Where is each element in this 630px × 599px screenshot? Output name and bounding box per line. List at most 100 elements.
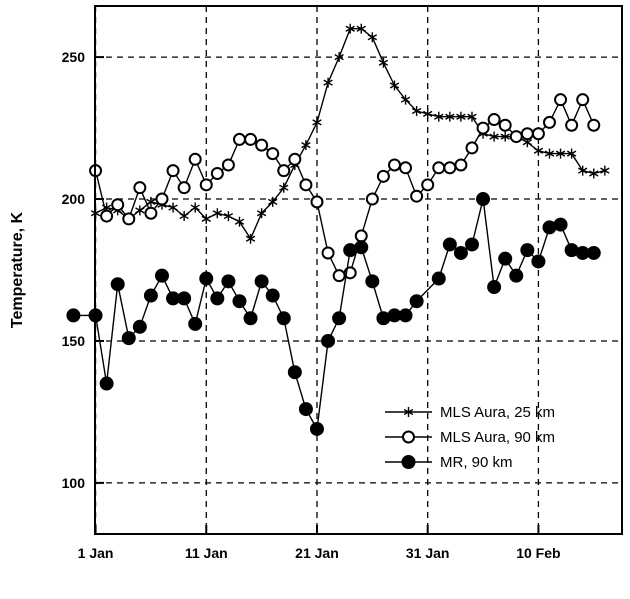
data-point-series-2: [454, 158, 468, 172]
legend-marker: [402, 430, 415, 444]
data-point-series-1: [500, 131, 510, 142]
series-line-3: [73, 198, 594, 432]
data-point-series-2: [465, 141, 479, 155]
data-point-series-2: [387, 158, 401, 172]
x-tick-label: 10 Feb: [516, 545, 560, 561]
data-point-series-2: [399, 161, 413, 175]
data-point-series-1: [168, 202, 178, 213]
data-point-series-1: [234, 216, 245, 227]
x-tick-label: 31 Jan: [406, 545, 450, 561]
data-point-series-3: [154, 268, 169, 283]
plot-frame: [94, 5, 623, 535]
data-point-series-2: [199, 178, 213, 192]
data-point-series-2: [432, 161, 446, 175]
data-point-series-2: [144, 206, 158, 220]
data-point-series-2: [542, 115, 556, 129]
data-point-series-3: [442, 237, 457, 252]
data-point-series-1: [345, 23, 355, 34]
data-point-series-1: [334, 52, 344, 63]
data-point-series-3: [498, 251, 513, 266]
data-point-series-3: [520, 243, 535, 258]
data-point-series-1: [146, 196, 156, 207]
data-point-series-2: [487, 113, 501, 127]
data-point-series-2: [576, 93, 590, 107]
data-point-series-2: [421, 178, 435, 192]
legend-marker: [401, 455, 416, 469]
data-point-series-3: [199, 271, 214, 286]
data-point-series-1: [422, 108, 433, 119]
data-point-series-3: [509, 268, 524, 283]
data-point-series-1: [367, 32, 378, 43]
tick-labels: 1 Jan 11 Jan 21 Jan 31 Jan 10 Feb 100 150 200 25…: [62, 49, 561, 561]
data-point-series-2: [565, 118, 579, 132]
data-point-series-1: [245, 233, 256, 244]
data-point-series-1: [135, 205, 145, 216]
data-point-series-1: [555, 148, 566, 159]
data-point-series-1: [489, 131, 499, 142]
data-point-series-1: [434, 111, 444, 122]
data-point-series-3: [221, 274, 236, 289]
legend-label: MR, 90 km: [440, 454, 513, 471]
data-point-series-1: [301, 140, 311, 151]
x-tick-label: 21 Jan: [295, 545, 339, 561]
data-point-series-2: [531, 127, 545, 141]
data-point-series-3: [332, 311, 347, 326]
y-tick-label: 200: [62, 191, 86, 207]
data-point-series-3: [265, 288, 280, 303]
data-point-series-3: [177, 291, 192, 306]
data-point-series-1: [389, 80, 400, 91]
data-point-series-2: [177, 181, 191, 195]
data-point-series-3: [321, 333, 336, 348]
data-point-series-3: [66, 308, 81, 323]
data-point-series-2: [509, 130, 523, 144]
y-tick-label: 250: [62, 49, 86, 65]
data-point-series-1: [256, 208, 267, 219]
data-point-series-1: [201, 213, 211, 224]
data-point-series-3: [464, 237, 479, 252]
data-point-series-2: [210, 166, 224, 180]
y-tick-label: 150: [62, 333, 86, 349]
data-point-series-2: [443, 161, 457, 175]
data-point-series-2: [299, 178, 313, 192]
data-point-series-3: [243, 311, 258, 326]
data-point-series-3: [398, 308, 413, 323]
data-point-series-2: [365, 192, 379, 206]
data-point-series-3: [531, 254, 546, 269]
data-point-series-1: [190, 202, 200, 213]
data-point-series-3: [586, 245, 601, 260]
data-point-series-1: [312, 117, 322, 128]
data-point-series-2: [332, 269, 346, 283]
data-point-series-2: [554, 93, 568, 107]
data-point-series-2: [266, 147, 280, 161]
data-point-series-3: [143, 288, 158, 303]
data-point-series-2: [354, 229, 368, 243]
data-point-series-2: [520, 127, 534, 141]
data-point-series-3: [132, 319, 147, 334]
data-point-series-1: [411, 106, 422, 117]
data-point-series-3: [453, 245, 468, 260]
y-tick-label: 100: [62, 475, 86, 491]
data-point-series-2: [376, 169, 390, 183]
data-point-series-2: [498, 118, 512, 132]
legend-label: MLS Aura, 25 km: [440, 404, 555, 421]
data-point-series-2: [255, 138, 269, 152]
data-point-series-1: [323, 77, 333, 88]
data-point-series-1: [456, 111, 466, 122]
x-tick-label: 11 Jan: [185, 545, 228, 561]
data-point-series-2: [288, 152, 302, 166]
data-point-series-1: [279, 182, 289, 193]
data-point-series-2: [321, 246, 335, 260]
data-point-series-1: [212, 208, 223, 219]
data-point-series-2: [410, 189, 424, 203]
data-point-series-1: [223, 211, 234, 222]
data-point-series-1: [179, 211, 189, 222]
data-point-series-3: [476, 192, 491, 207]
data-point-series-1: [544, 148, 555, 159]
data-point-series-3: [487, 280, 502, 295]
data-point-series-1: [577, 165, 588, 176]
tick-marks: [94, 56, 540, 534]
data-point-series-3: [188, 316, 203, 331]
data-point-series-3: [121, 331, 136, 346]
data-point-series-1: [467, 111, 477, 122]
